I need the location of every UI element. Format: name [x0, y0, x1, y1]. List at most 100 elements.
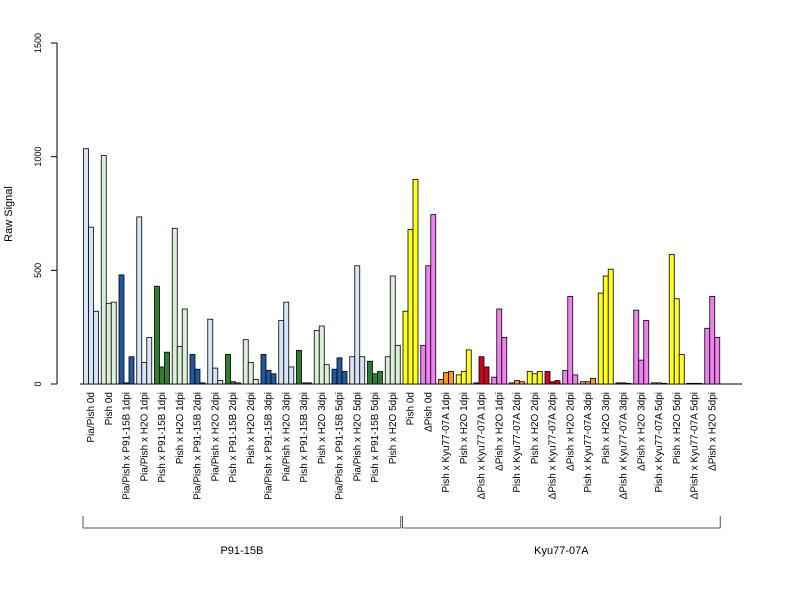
bar — [651, 382, 657, 385]
x-tick-label: ΔPish x H2O 5dpi — [707, 392, 718, 471]
bar — [230, 381, 236, 385]
x-tick-label: ΔPish x Kyu77-07A 5dpi — [690, 392, 701, 499]
y-tick-label: 1500 — [33, 33, 43, 53]
x-tick-label: Pish x H2O 2dpi — [246, 392, 257, 464]
bar — [217, 380, 224, 385]
bar — [536, 371, 543, 385]
x-tick-label: Pish 0d — [104, 392, 115, 425]
bar — [478, 356, 485, 385]
x-tick-label: ΔPish x Kyu77-07A 1dpi — [477, 392, 488, 499]
bar — [349, 356, 356, 385]
bar — [496, 308, 503, 385]
bar — [580, 381, 586, 385]
bar — [278, 319, 285, 385]
bar — [620, 382, 627, 385]
x-tick-label: Pia/Pish x P91-15B 1dpi — [122, 392, 133, 500]
bar — [562, 369, 569, 385]
x-tick-label: Pish x H2O 2dpi — [530, 392, 541, 464]
bar — [194, 368, 201, 385]
x-tick-label: Pish x P91-15B 5dpi — [370, 392, 381, 483]
x-tick-label: Pia/Pish x P91-15B 3dpi — [264, 392, 275, 500]
bar — [123, 382, 130, 385]
x-tick-label: Pish 0d — [406, 392, 417, 425]
bar — [331, 368, 338, 385]
y-axis-label: Raw Signal — [3, 186, 15, 242]
bar — [691, 382, 698, 385]
bar — [430, 214, 437, 385]
bar — [176, 346, 183, 385]
bar — [638, 359, 645, 385]
group-label: P91-15B — [220, 545, 263, 557]
bar — [607, 268, 614, 385]
bar — [567, 296, 574, 385]
bar — [341, 371, 348, 385]
bar — [288, 366, 295, 385]
bar — [460, 371, 467, 385]
bar — [181, 308, 188, 385]
x-tick-label: Pish x P91-15B 2dpi — [228, 392, 239, 483]
bar — [448, 371, 454, 385]
x-tick-label: ΔPish x H2O 3dpi — [636, 392, 647, 471]
bar — [154, 285, 160, 385]
bar — [656, 382, 662, 385]
bar — [597, 292, 604, 385]
bar — [491, 376, 498, 385]
bar — [389, 275, 396, 385]
bar — [549, 381, 556, 385]
x-tick-label: Pish x H2O 1dpi — [175, 392, 186, 464]
bar — [354, 265, 361, 385]
bar — [668, 254, 675, 385]
x-tick-label: ΔPish 0d — [423, 392, 434, 432]
bar — [212, 367, 219, 385]
bar — [526, 371, 533, 385]
x-tick-label: Pia/Pish x H2O 3dpi — [281, 392, 292, 482]
bar — [420, 344, 427, 385]
group-label: Kyu77-07A — [534, 545, 589, 557]
x-tick-label: Pia/Pish x P91-15B 5dpi — [335, 392, 346, 500]
bar — [443, 372, 449, 385]
bar — [88, 226, 94, 385]
y-tick-label: 0 — [33, 381, 43, 386]
bar — [359, 356, 366, 385]
x-tick-label: Pish x H2O 3dpi — [601, 392, 612, 464]
x-tick-label: ΔPish x Kyu77-07A 3dpi — [619, 392, 630, 499]
bar — [501, 336, 508, 385]
bar — [678, 354, 685, 385]
bar — [265, 369, 272, 385]
bar — [554, 380, 561, 385]
bar — [384, 356, 391, 385]
bar — [377, 371, 383, 385]
x-tick-label: Pish x Kyu77-07A 1dpi — [441, 392, 452, 493]
bar — [306, 382, 312, 385]
bar — [696, 382, 703, 385]
x-tick-label: Pia/Pish x H2O 1dpi — [139, 392, 150, 482]
x-tick-label: Pish x Kyu77-07A 2dpi — [512, 392, 523, 493]
bar — [455, 374, 462, 385]
bar — [146, 336, 153, 385]
x-tick-label: Pia/Pish x P91-15B 2dpi — [193, 392, 204, 500]
bar — [625, 382, 632, 385]
bar — [673, 298, 680, 385]
bar — [189, 354, 196, 385]
bar — [572, 374, 579, 385]
group-brackets: P91-15B Kyu77-07A — [82, 516, 721, 557]
x-tick-label: Pia/Pish x H2O 5dpi — [352, 392, 363, 482]
bar — [164, 351, 170, 385]
bar — [590, 377, 596, 385]
bar — [483, 366, 490, 385]
bar — [260, 354, 267, 385]
bar — [704, 327, 711, 385]
bar — [615, 382, 622, 385]
bar — [199, 382, 206, 385]
bar — [252, 379, 259, 385]
x-tick-label: Pish x P91-15B 3dpi — [299, 392, 310, 483]
bar — [412, 178, 419, 385]
x-tick-label: ΔPish x Kyu77-07A 2dpi — [548, 392, 559, 499]
bar — [235, 382, 241, 385]
bar — [207, 318, 214, 385]
bar — [296, 349, 302, 385]
x-tick-label: Pish x Kyu77-07A 5dpi — [654, 392, 665, 493]
bar — [247, 362, 254, 385]
bar — [709, 296, 716, 385]
